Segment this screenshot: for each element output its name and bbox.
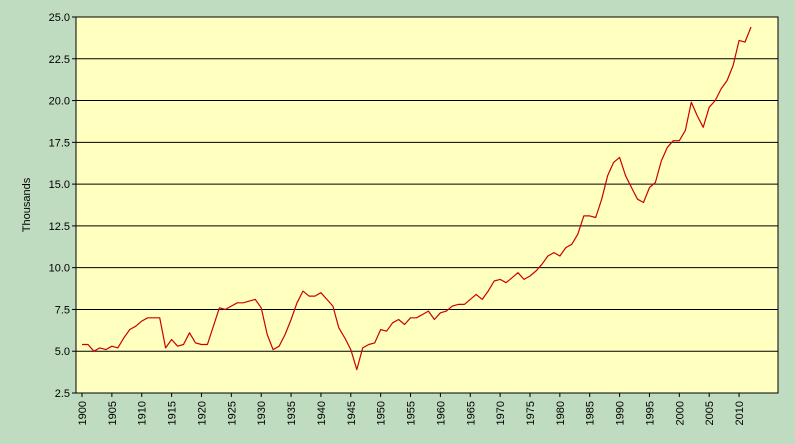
series-line bbox=[82, 26, 752, 371]
plot-area bbox=[75, 16, 779, 394]
x-tick-label: 1965 bbox=[465, 401, 477, 425]
y-tick-label: 12.5 bbox=[49, 221, 70, 233]
x-tick-label: 1900 bbox=[77, 401, 89, 425]
y-tick-label: 10.0 bbox=[49, 263, 70, 275]
x-tick-label: 1985 bbox=[585, 401, 597, 425]
y-axis-ticks: 2.5 5.0 7.5 10.0 12.5 15.0 17.5 20.0 22.5 25.0 bbox=[49, 12, 76, 400]
x-tick-label: 1970 bbox=[495, 401, 507, 425]
x-tick-label: 1905 bbox=[107, 401, 119, 425]
x-tick-label: 1975 bbox=[525, 401, 537, 425]
y-tick-label: 5.0 bbox=[55, 346, 70, 358]
x-tick-label: 1990 bbox=[615, 401, 627, 425]
x-axis-ticks: 1900 1905 1910 1915 1920 1925 1930 1935 1940 1945… bbox=[77, 393, 746, 425]
x-tick-label: 2010 bbox=[734, 401, 746, 425]
y-tick-label: 17.5 bbox=[49, 137, 70, 149]
y-tick-label: 2.5 bbox=[55, 388, 70, 400]
gridlines bbox=[76, 58, 778, 352]
x-tick-label: 1910 bbox=[137, 401, 149, 425]
x-tick-label: 2000 bbox=[674, 401, 686, 425]
x-tick-label: 1945 bbox=[346, 401, 358, 425]
x-tick-label: 1995 bbox=[644, 401, 656, 425]
x-tick-label: 1935 bbox=[286, 401, 298, 425]
y-tick-label: 7.5 bbox=[55, 304, 70, 316]
y-tick-label: 20.0 bbox=[49, 96, 70, 108]
x-tick-label: 1940 bbox=[316, 401, 328, 425]
x-tick-label: 1920 bbox=[196, 401, 208, 425]
x-tick-label: 1915 bbox=[167, 401, 179, 425]
x-tick-label: 1960 bbox=[435, 401, 447, 425]
series-group bbox=[82, 26, 752, 371]
x-tick-label: 1955 bbox=[406, 401, 418, 425]
x-tick-label: 1925 bbox=[226, 401, 238, 425]
y-tick-label: 22.5 bbox=[49, 54, 70, 66]
x-tick-label: 2005 bbox=[704, 401, 716, 425]
y-tick-label: 25.0 bbox=[49, 12, 70, 24]
x-tick-label: 1980 bbox=[555, 401, 567, 425]
y-axis-label: Thousands bbox=[21, 177, 33, 232]
y-tick-label: 15.0 bbox=[49, 179, 70, 191]
x-tick-label: 1950 bbox=[376, 401, 388, 425]
x-tick-label: 1930 bbox=[256, 401, 268, 425]
